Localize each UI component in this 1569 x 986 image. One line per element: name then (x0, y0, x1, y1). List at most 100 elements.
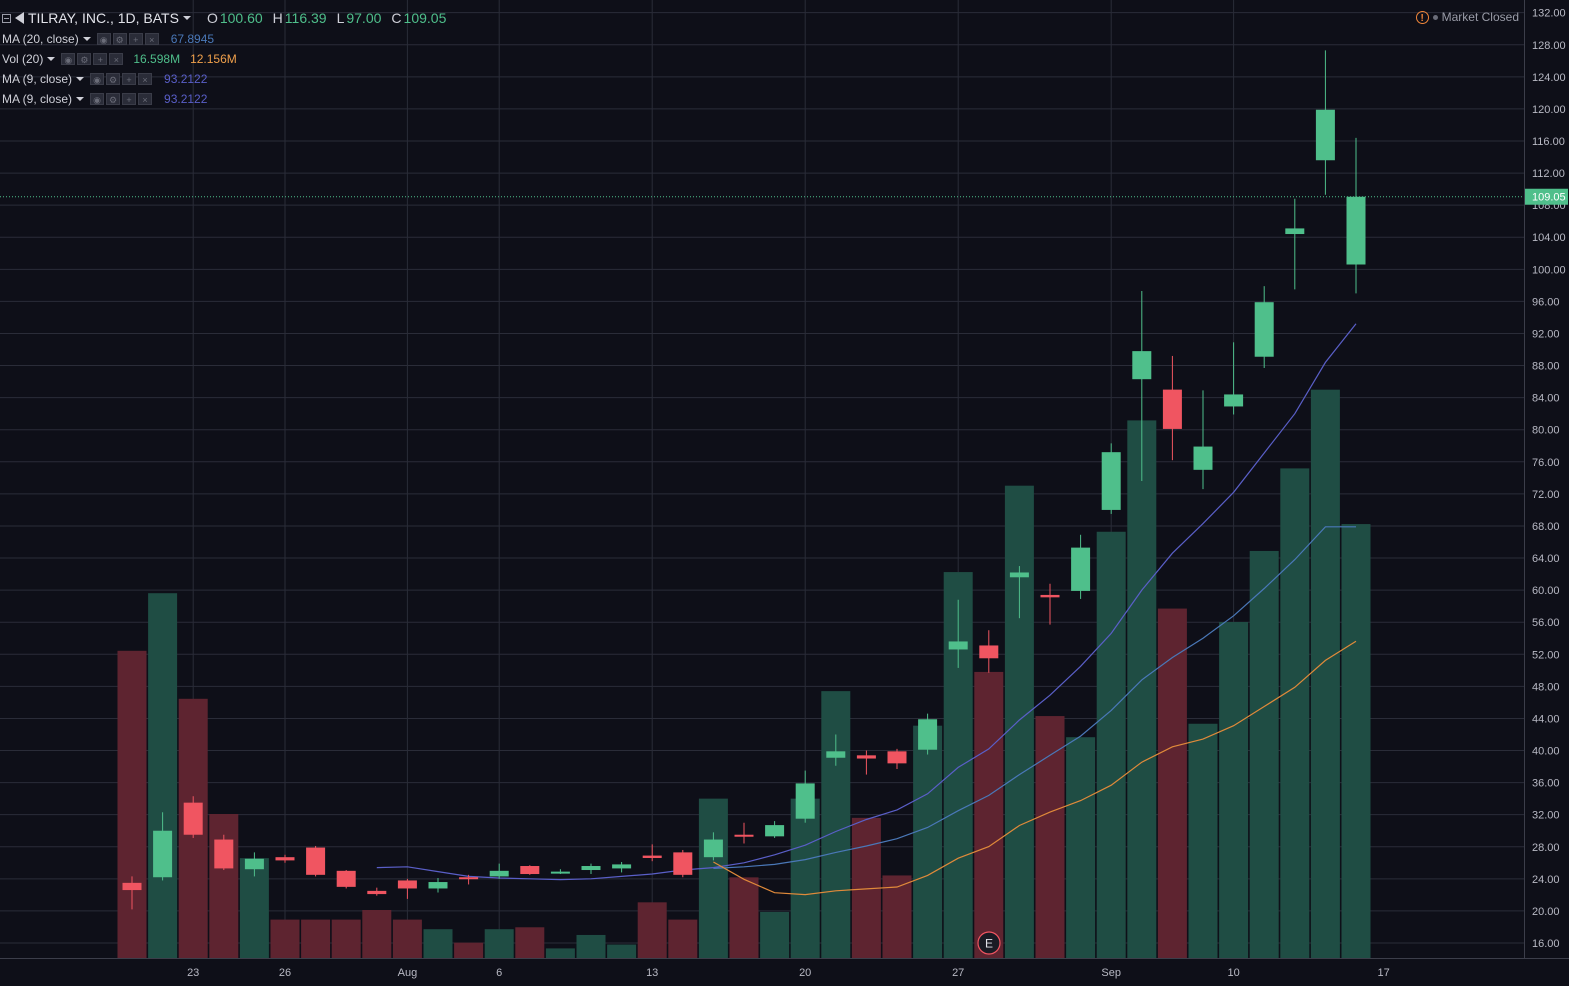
price-tick-label: 88.00 (1532, 361, 1560, 373)
eye-icon[interactable]: ◉ (96, 33, 111, 45)
price-tick-label: 72.00 (1532, 489, 1560, 501)
volume-bar (148, 593, 178, 958)
collapse-icon[interactable] (2, 13, 11, 23)
chevron-down-icon[interactable] (76, 77, 85, 81)
candle-body (1224, 394, 1244, 407)
eye-icon[interactable]: ◉ (61, 53, 76, 65)
gear-icon[interactable]: ⚙ (77, 53, 92, 65)
candle-body (765, 825, 785, 837)
gear-icon[interactable]: ⚙ (112, 33, 127, 45)
volume-bar (1249, 550, 1279, 958)
candle-body (459, 877, 479, 880)
ma-line (713, 526, 1356, 869)
price-axis[interactable]: 132.00128.00124.00120.00116.00112.00108.… (1525, 8, 1568, 950)
time-tick-label: 23 (187, 967, 199, 979)
volume-bar (362, 910, 392, 958)
time-axis[interactable]: 23 26 Aug 6 13 20 27 Sep 10 17 (187, 967, 1390, 979)
indicator-name[interactable]: Vol (20) (2, 52, 44, 66)
volume-bar (392, 919, 422, 958)
chevron-down-icon[interactable] (82, 37, 91, 41)
indicator-value-2: 12.156M (190, 52, 237, 66)
candlesticks (122, 50, 1366, 910)
chevron-down-icon[interactable] (47, 57, 56, 61)
volume-bar (1035, 716, 1065, 958)
volume-bar (790, 798, 820, 958)
price-tick-label: 44.00 (1532, 713, 1560, 725)
price-tick-label: 28.00 (1532, 842, 1560, 854)
earnings-marker[interactable]: E (977, 931, 1001, 955)
candle-body (550, 871, 570, 874)
price-tick-label: 48.00 (1532, 681, 1560, 693)
price-tick-label: 132.00 (1532, 8, 1566, 20)
symbol-label[interactable]: TILRAY, INC., 1D, BATS (28, 10, 179, 26)
time-tick-label: 27 (952, 967, 964, 979)
candle-body (336, 870, 356, 887)
plus-icon[interactable]: + (128, 33, 143, 45)
candle-body (1254, 302, 1274, 357)
indicator-row-ma9-a[interactable]: MA (9, close) ◉ ⚙ + × 93.2122 (2, 70, 207, 88)
candle-body (1193, 446, 1213, 470)
time-tick-label: Aug (398, 967, 418, 979)
market-status[interactable]: ! Market Closed (1415, 10, 1519, 24)
candle-body (428, 882, 448, 889)
price-tick-label: 76.00 (1532, 457, 1560, 469)
plus-icon[interactable]: + (93, 53, 108, 65)
candle-body (1162, 389, 1182, 429)
candle-body (306, 847, 326, 875)
close-icon[interactable]: × (138, 73, 153, 85)
time-tick-label: Sep (1101, 967, 1121, 979)
indicator-row-ma20[interactable]: MA (20, close) ◉ ⚙ + × 67.8945 (2, 30, 214, 48)
open-key: O (206, 10, 218, 26)
ma-line (713, 640, 1357, 896)
gear-icon[interactable]: ⚙ (106, 73, 121, 85)
volume-bar (515, 927, 545, 958)
price-tick-label: 104.00 (1532, 232, 1566, 244)
price-tick-label: 84.00 (1532, 393, 1560, 405)
close-icon[interactable]: × (144, 33, 159, 45)
eye-icon[interactable]: ◉ (90, 73, 105, 85)
candle-body (183, 802, 203, 835)
market-status-label: Market Closed (1441, 10, 1519, 24)
volume-bar (1066, 737, 1096, 958)
ma-line (376, 323, 1357, 881)
price-tick-label: 52.00 (1532, 649, 1560, 661)
chevron-down-icon[interactable] (76, 97, 85, 101)
indicator-value: 93.2122 (164, 72, 208, 86)
volume-bar (729, 877, 759, 958)
status-dot-icon (1432, 14, 1438, 20)
volume-bar (974, 671, 1004, 958)
price-tick-label: 112.00 (1532, 168, 1565, 180)
candle-body (887, 751, 907, 764)
indicator-name[interactable]: MA (20, close) (2, 32, 79, 46)
close-key: C (391, 10, 402, 26)
close-icon[interactable]: × (109, 53, 124, 65)
indicator-name[interactable]: MA (9, close) (2, 92, 73, 106)
candle-body (918, 719, 938, 750)
indicator-row-ma9-b[interactable]: MA (9, close) ◉ ⚙ + × 93.2122 (2, 90, 207, 108)
indicator-value: 93.2122 (164, 92, 208, 106)
candle-body (1315, 109, 1335, 161)
candle-body (1071, 547, 1091, 591)
gear-icon[interactable]: ⚙ (106, 93, 121, 105)
low-value: 97.00 (346, 10, 382, 26)
close-icon[interactable]: × (138, 93, 153, 105)
price-tick-label: 32.00 (1532, 810, 1560, 822)
candle-body (856, 755, 876, 759)
price-tick-label: 20.00 (1532, 906, 1560, 918)
price-tick-label: 80.00 (1532, 425, 1560, 437)
indicator-name[interactable]: MA (9, close) (2, 72, 73, 86)
close-value: 109.05 (403, 10, 447, 26)
last-price-badge (1525, 188, 1568, 205)
candle-body (581, 866, 601, 871)
candle-body (367, 890, 387, 895)
candle-body (122, 882, 142, 891)
plus-icon[interactable]: + (122, 73, 137, 85)
volume-bar (1219, 622, 1249, 958)
eye-icon[interactable]: ◉ (90, 93, 105, 105)
indicator-row-vol[interactable]: Vol (20) ◉ ⚙ + × 16.598M 12.156M (2, 50, 237, 68)
chevron-down-icon[interactable] (182, 16, 191, 20)
plus-icon[interactable]: + (122, 93, 137, 105)
flag-icon (15, 12, 24, 24)
volume-bar (454, 942, 484, 958)
